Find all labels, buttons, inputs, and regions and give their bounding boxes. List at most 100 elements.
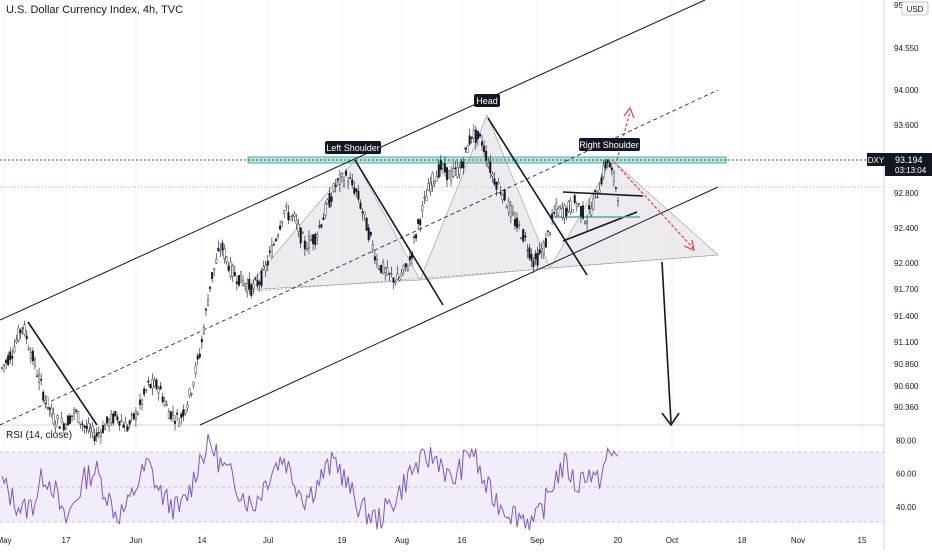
candle-body [11, 355, 14, 359]
candle-body [250, 284, 253, 296]
candle-body [266, 261, 269, 266]
projection-down-arrowhead [683, 239, 695, 251]
candle-body [56, 415, 59, 420]
candle-body [577, 203, 580, 205]
candle-body [466, 145, 469, 153]
candle-body [139, 399, 142, 405]
candle-body [33, 359, 36, 367]
candle-body [493, 178, 496, 185]
candle-body [229, 261, 232, 278]
candle-body [363, 211, 366, 216]
candle-body [555, 203, 558, 210]
right-shoulder-label: Right Shoulder [579, 138, 640, 151]
price-tick-label: 91.700 [894, 285, 919, 294]
candle-body [23, 324, 26, 335]
candle-body [134, 411, 137, 421]
candle-body [534, 253, 537, 260]
candle-body [264, 264, 267, 271]
candle-body [326, 199, 329, 204]
candle-body [223, 248, 226, 260]
candle-body [524, 235, 527, 238]
rsi-label: RSI (14, close) [6, 430, 73, 441]
candle-body [106, 416, 109, 424]
candle-body [225, 256, 228, 262]
candle-body [182, 409, 185, 417]
candle-body [281, 221, 284, 224]
rsi-axis: 80.00 60.00 40.00 [896, 436, 917, 512]
candle-body [433, 181, 436, 184]
candle-body [520, 237, 523, 240]
left-shoulder-triangle [244, 159, 421, 291]
candle-body [81, 423, 84, 425]
candle-body [336, 178, 339, 181]
vertical-grid [3, 0, 863, 532]
head-label: Head [474, 94, 500, 107]
candle-body [268, 250, 271, 253]
time-tick-label: Oct [666, 536, 679, 545]
channel-upper-line [0, 0, 706, 321]
candle-body [468, 135, 471, 145]
candle-body [437, 164, 440, 178]
candle-body [340, 172, 343, 178]
time-axis[interactable]: May 17 Jun 14 Jul 19 Aug 16 Sep 20 Oct 18 Nov 15 [0, 536, 867, 545]
candle-body [97, 432, 100, 434]
candle-body [297, 224, 300, 232]
candle-body [116, 416, 119, 421]
candle-body [262, 266, 265, 270]
candle-body [174, 420, 177, 424]
chart-title: U.S. Dollar Currency Index, 4h, TVC [6, 4, 184, 16]
candle-body [242, 279, 245, 286]
candle-body [248, 279, 251, 290]
candle-body [584, 221, 587, 224]
candle-body [518, 224, 521, 226]
candle-body [194, 365, 197, 374]
candle-body [122, 424, 125, 428]
candle-body [320, 224, 323, 228]
candle-body [542, 242, 545, 255]
candle-body [15, 339, 18, 343]
price-tick-label: 91.400 [894, 312, 919, 321]
candle-body [499, 192, 502, 194]
candle-body [342, 180, 345, 186]
candle-body [429, 182, 432, 192]
time-tick-label: Sep [530, 536, 545, 545]
candle-body [38, 374, 41, 383]
candle-body [48, 407, 51, 410]
candle-body [314, 233, 317, 245]
candle-body [60, 417, 63, 423]
candle-body [380, 264, 383, 273]
candle-body [171, 412, 174, 416]
candle-body [167, 411, 170, 419]
time-tick-label: May [0, 536, 12, 545]
candle-body [608, 162, 611, 168]
candle-body [83, 425, 86, 428]
breakout-up-arrowhead [623, 106, 635, 119]
candle-body [596, 196, 599, 199]
candle-body [573, 195, 576, 203]
candle-body [192, 381, 195, 386]
candle-body [289, 216, 292, 221]
candle-body [180, 413, 183, 418]
candle-body [373, 256, 376, 261]
candle-body [345, 170, 348, 176]
candle-body [141, 399, 144, 405]
candle-body [5, 359, 8, 364]
candle-body [559, 205, 562, 208]
rsi-tick-label: 60.00 [896, 470, 917, 479]
candle-body [598, 189, 601, 193]
candle-body [211, 272, 214, 279]
candle-body [145, 389, 148, 391]
candle-body [481, 141, 484, 146]
candle-body [392, 277, 395, 283]
candle-body [417, 219, 420, 224]
candle-body [73, 409, 76, 414]
currency-box[interactable] [901, 1, 929, 16]
target-arrowhead [661, 412, 680, 427]
candle-body [124, 422, 127, 432]
candle-body [207, 299, 210, 306]
symbol-badge [867, 153, 885, 166]
price-tick-label: 92.400 [894, 224, 919, 233]
candle-body [163, 400, 166, 406]
